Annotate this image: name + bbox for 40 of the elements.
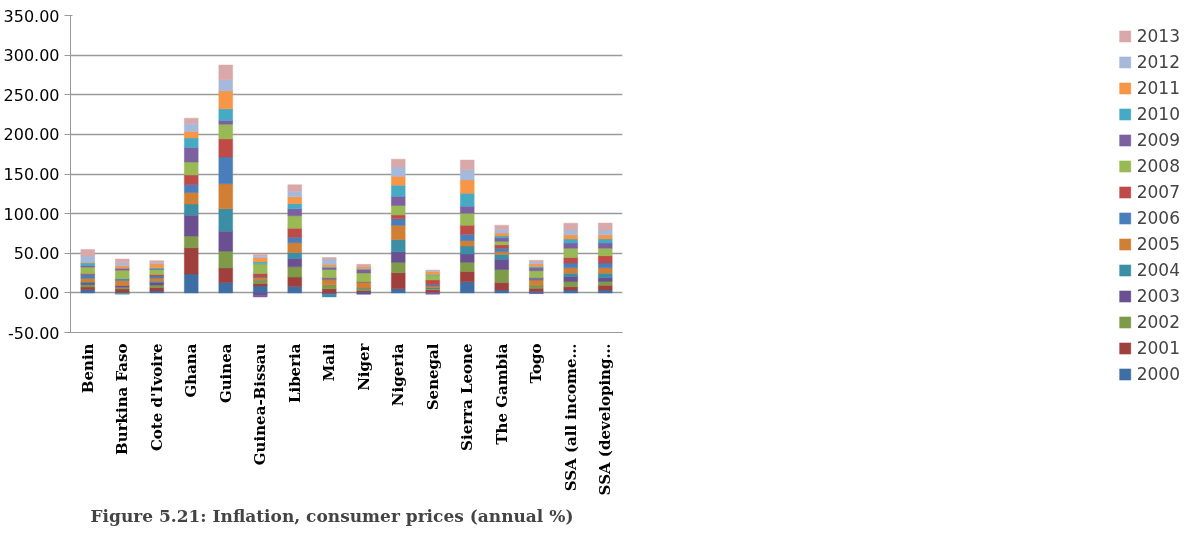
x-tick-label: Togo	[527, 343, 546, 384]
y-tick-label: 250.00	[3, 85, 60, 105]
x-tick-label: Senegal	[423, 343, 442, 411]
y-tick-label: 0.00	[23, 283, 60, 303]
y-tick-label: 350.00	[3, 6, 60, 26]
x-tick-label: Cote d'Ivoire	[147, 343, 166, 452]
legend-label: 2005	[1136, 233, 1180, 255]
x-tick-label: The Gambia	[492, 343, 511, 445]
legend-label: 2013	[1136, 25, 1180, 47]
legend-label: 2010	[1136, 103, 1180, 125]
legend-label: 2012	[1136, 51, 1180, 73]
x-tick-label: Niger	[354, 342, 373, 391]
legend-label: 2008	[1136, 155, 1180, 177]
legend-label: 2007	[1136, 181, 1180, 203]
legend-label: 2000	[1136, 363, 1180, 385]
y-tick-label: 50.00	[13, 244, 60, 264]
x-tick-label: Sierra Leone	[458, 343, 477, 451]
x-tick-label: Guinea-Bissau	[251, 343, 270, 466]
x-tick-label: Ghana	[182, 343, 201, 398]
legend-label: 2003	[1136, 285, 1180, 307]
x-tick-label: Burkina Faso	[113, 343, 132, 455]
x-tick-label: SSA (developing…	[596, 343, 615, 496]
y-tick-label: 150.00	[3, 165, 60, 184]
legend-label: 2009	[1136, 129, 1180, 151]
x-tick-label: Nigeria	[389, 343, 408, 407]
legend-label: 2006	[1136, 207, 1180, 229]
x-tick-label: Mali	[320, 343, 339, 382]
y-tick-label: 300.00	[3, 46, 60, 66]
legend-label: 2001	[1136, 337, 1180, 359]
y-tick-label: 200.00	[3, 125, 60, 145]
legend-label: 2002	[1136, 311, 1180, 333]
x-tick-label: Liberia	[285, 343, 304, 404]
y-tick-label: 100.00	[3, 204, 60, 224]
y-tick-label: -50.00	[7, 323, 60, 343]
legend-label: 2011	[1136, 77, 1180, 99]
x-tick-label: SSA (all income…	[561, 343, 580, 492]
x-tick-label: Guinea	[216, 343, 235, 404]
text: Figure 5.21: Inflation, consumer prices (annual %)	[90, 505, 574, 526]
legend-label: 2004	[1136, 259, 1180, 281]
x-tick-label: Benin	[78, 343, 97, 394]
